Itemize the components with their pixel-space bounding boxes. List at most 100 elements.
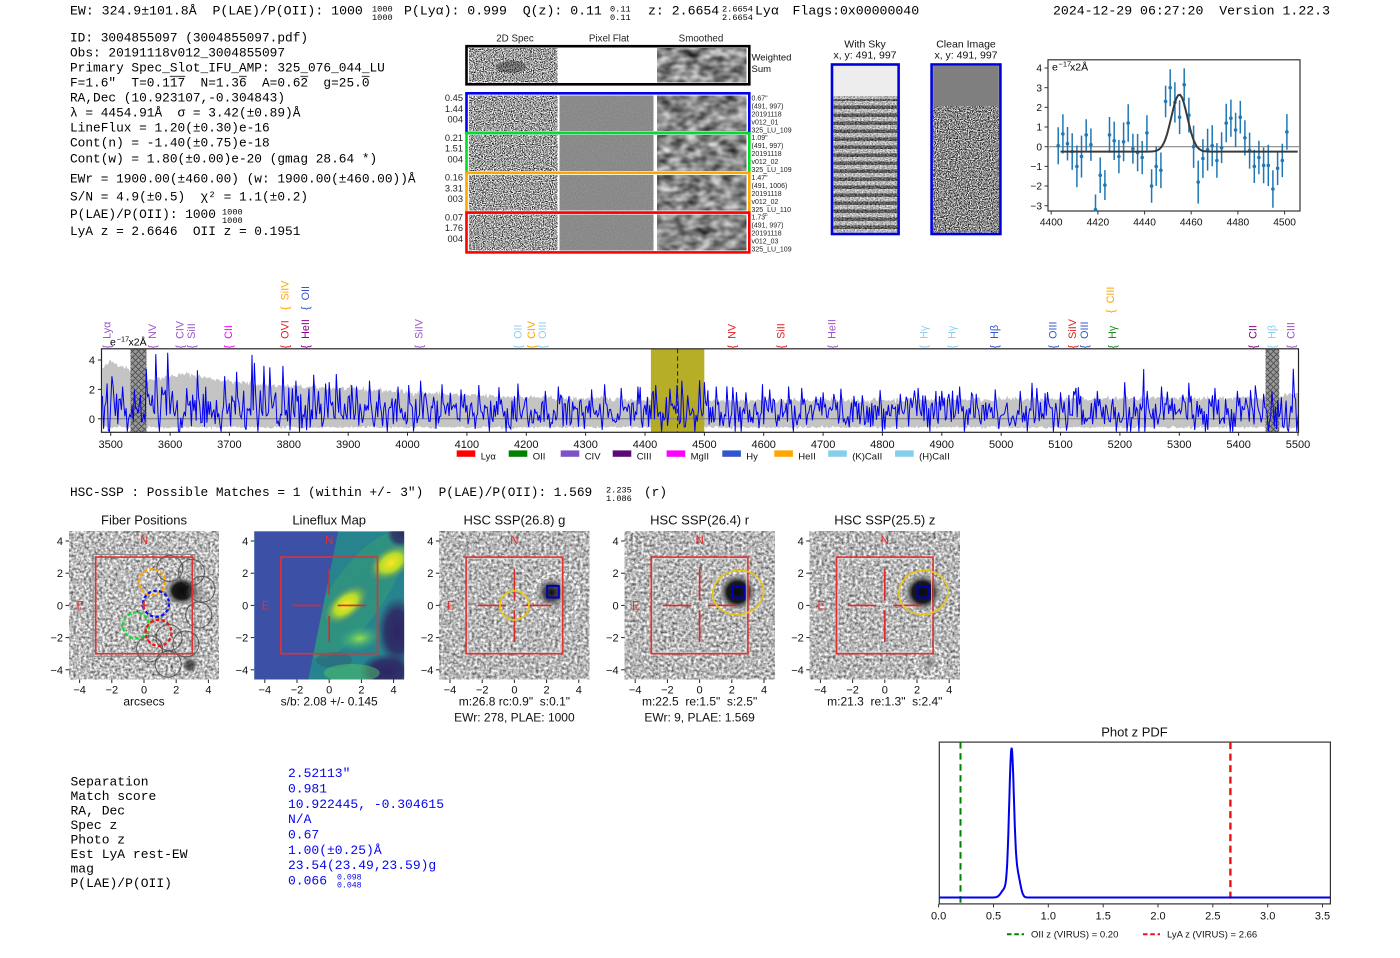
svg-text:3700: 3700 [217, 439, 241, 451]
svg-text:1000: 1000 [372, 13, 393, 23]
svg-text:0: 0 [511, 685, 517, 697]
svg-text:v012_02: v012_02 [752, 159, 779, 166]
svg-text:4: 4 [761, 685, 767, 697]
svg-text:2: 2 [729, 685, 735, 697]
svg-text:{ CII: { CII [1248, 325, 1260, 348]
svg-text:3.5: 3.5 [1315, 910, 1330, 922]
svg-text:0: 0 [141, 685, 147, 697]
svg-text:LineFlux = 1.20(±0.30)e-16: LineFlux = 1.20(±0.30)e-16 [70, 121, 270, 136]
svg-text:(H)CaII: (H)CaII [919, 451, 950, 462]
svg-text:004: 004 [447, 234, 463, 244]
svg-text:{ OII: { OII [512, 324, 524, 348]
svg-text:2.5: 2.5 [1205, 910, 1220, 922]
svg-text:4600: 4600 [751, 439, 775, 451]
svg-text:2: 2 [358, 685, 364, 697]
svg-text:5100: 5100 [1048, 439, 1072, 451]
svg-text:−2: −2 [50, 633, 63, 645]
svg-text:{ SiIV: { SiIV [279, 280, 291, 310]
svg-text:0.07: 0.07 [445, 212, 463, 222]
svg-text:Weighted: Weighted [752, 53, 792, 64]
svg-text:Flags:0x00000040: Flags:0x00000040 [793, 4, 920, 19]
svg-text:−4: −4 [259, 685, 272, 697]
svg-text:RA,Dec (10.923107,-0.304843): RA,Dec (10.923107,-0.304843) [70, 91, 285, 106]
svg-text:10.922445, -0.304615: 10.922445, -0.304615 [288, 797, 444, 812]
svg-text:−2: −2 [291, 685, 304, 697]
svg-text:x2Å: x2Å [1070, 61, 1088, 74]
svg-text:4700: 4700 [811, 439, 835, 451]
svg-text:4: 4 [1036, 64, 1042, 75]
svg-text:e: e [1052, 62, 1058, 74]
svg-text:003: 003 [447, 194, 463, 204]
svg-text:P(LAE)/P(OII): P(LAE)/P(OII) [71, 876, 172, 891]
svg-text:−4: −4 [606, 665, 619, 677]
svg-text:004: 004 [447, 115, 463, 125]
svg-text:m:26.8 rc:0.9" s:0.1": m:26.8 rc:0.9" s:0.1" [459, 695, 570, 709]
svg-text:325_LU_109: 325_LU_109 [752, 127, 792, 134]
svg-text:{ OVI: { OVI [279, 320, 291, 348]
svg-text:{ Hγ: { Hγ [946, 325, 958, 348]
svg-text:{ Hγ: { Hγ [919, 325, 931, 348]
svg-text:MgII: MgII [691, 451, 709, 462]
svg-text:{ SiIV: { SiIV [1067, 318, 1079, 348]
svg-text:0: 0 [798, 600, 804, 612]
svg-text:{ NV: { NV [726, 323, 738, 348]
svg-text:4800: 4800 [870, 439, 894, 451]
svg-text:20191118: 20191118 [752, 151, 782, 158]
svg-text:{ CIII: { CIII [1286, 322, 1298, 348]
svg-text:0.21: 0.21 [445, 133, 463, 143]
svg-text:4: 4 [242, 536, 248, 548]
svg-text:{ CIII: { CIII [1105, 287, 1117, 313]
svg-text:HeII: HeII [798, 451, 815, 462]
svg-text:20191118: 20191118 [752, 191, 782, 198]
svg-text:EWr: 278, PLAE: 1000: EWr: 278, PLAE: 1000 [454, 711, 575, 725]
svg-text:1.44: 1.44 [445, 104, 463, 114]
svg-text:3.0: 3.0 [1260, 910, 1275, 922]
svg-text:4420: 4420 [1087, 218, 1110, 229]
svg-text:4400: 4400 [633, 439, 657, 451]
svg-text:{ SiII: { SiII [776, 323, 788, 348]
svg-text:4: 4 [798, 536, 804, 548]
svg-text:1.76: 1.76 [445, 223, 463, 233]
svg-text:0: 0 [1036, 142, 1042, 153]
svg-text:EWr = 1900.00(±460.00) (w: 190: EWr = 1900.00(±460.00) (w: 1900.00(±460.… [70, 172, 416, 187]
svg-text:0: 0 [326, 685, 332, 697]
svg-text:CIV: CIV [585, 451, 602, 462]
svg-text:0.67": 0.67" [752, 95, 769, 102]
svg-text:E: E [262, 600, 270, 612]
svg-text:2024-12-29 06:27:20 Version 1: 2024-12-29 06:27:20 Version 1.22.3 [1053, 4, 1330, 19]
svg-text:Cont(w) = 1.80(±0.00)e-20 (gma: Cont(w) = 1.80(±0.00)e-20 (gmag 28.64 *) [70, 152, 377, 167]
svg-text:OII z (VIRUS) = 0.20: OII z (VIRUS) = 0.20 [1031, 930, 1118, 941]
svg-text:4: 4 [612, 536, 618, 548]
svg-text:{ Hβ: { Hβ [989, 325, 1001, 349]
svg-text:0: 0 [427, 600, 433, 612]
svg-text:−2: −2 [791, 633, 804, 645]
svg-text:N: N [325, 535, 333, 547]
svg-text:4: 4 [205, 685, 211, 697]
svg-text:2: 2 [798, 568, 804, 580]
svg-text:{ HeII: { HeII [300, 319, 312, 348]
svg-text:1.0: 1.0 [1041, 910, 1056, 922]
svg-text:v012_02: v012_02 [752, 199, 779, 206]
svg-text:Photo z: Photo z [71, 833, 126, 848]
svg-text:{ HeII: { HeII [827, 319, 839, 348]
svg-text:20191118: 20191118 [752, 231, 782, 238]
svg-text:5300: 5300 [1167, 439, 1191, 451]
svg-text:−2: −2 [476, 685, 489, 697]
svg-text:23.54(23.49,23.59)g: 23.54(23.49,23.59)g [288, 858, 436, 873]
svg-text:0: 0 [57, 600, 63, 612]
svg-text:{ SiII: { SiII [186, 323, 198, 348]
svg-text:2.235: 2.235 [606, 486, 632, 496]
svg-text:1.086: 1.086 [606, 494, 632, 504]
svg-text:−4: −4 [791, 665, 804, 677]
svg-text:2: 2 [242, 568, 248, 580]
svg-text:−2: −2 [106, 685, 119, 697]
svg-text:−2: −2 [1030, 182, 1042, 193]
svg-text:4: 4 [89, 355, 95, 367]
svg-text:e: e [110, 337, 116, 349]
svg-text:2: 2 [1036, 103, 1042, 114]
svg-text:OII: OII [533, 451, 546, 462]
svg-text:1.5: 1.5 [1096, 910, 1111, 922]
svg-text:4100: 4100 [455, 439, 479, 451]
svg-text:2: 2 [544, 685, 550, 697]
svg-text:(491, 997): (491, 997) [752, 223, 784, 230]
